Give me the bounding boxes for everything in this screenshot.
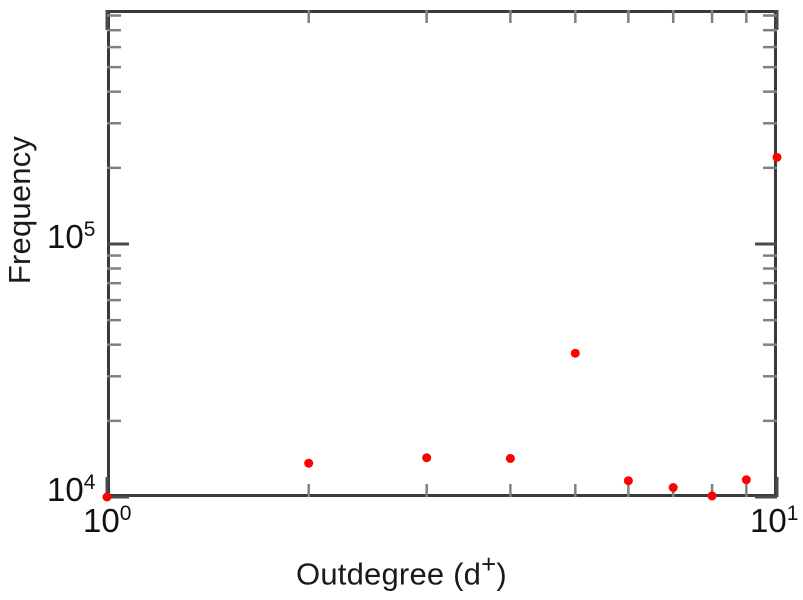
y-axis-tick-marks [107, 14, 129, 499]
x-axis-title-base: Outdegree (d [296, 556, 482, 592]
data-point [505, 453, 515, 463]
y-axis-tick-label-100000: 105 [47, 218, 96, 255]
plot-area [107, 10, 777, 497]
data-point [772, 152, 782, 162]
x-axis-title-tail: ) [496, 556, 507, 592]
x-axis-title-superscript: + [481, 551, 497, 579]
data-point [304, 458, 314, 468]
data-point [102, 492, 112, 502]
data-point [623, 476, 633, 486]
x-axis-title: Outdegree (d+) [0, 551, 803, 592]
y-axis-title-wrapper: Frequency [2, 70, 42, 350]
data-point [422, 453, 432, 463]
data-point [668, 483, 678, 493]
y-axis-tick-marks-right [755, 14, 777, 499]
x-axis-tick-label-10: 101 [750, 502, 799, 539]
scatter-series [102, 152, 782, 502]
y-axis-tick-label-10000: 104 [47, 471, 96, 508]
data-point [741, 475, 751, 485]
data-point [707, 491, 717, 501]
data-point [570, 348, 580, 358]
x-axis-tick-label-1: 100 [83, 502, 132, 539]
y-axis-title: Frequency [2, 135, 37, 285]
x-axis-tick-marks-top [105, 10, 779, 30]
